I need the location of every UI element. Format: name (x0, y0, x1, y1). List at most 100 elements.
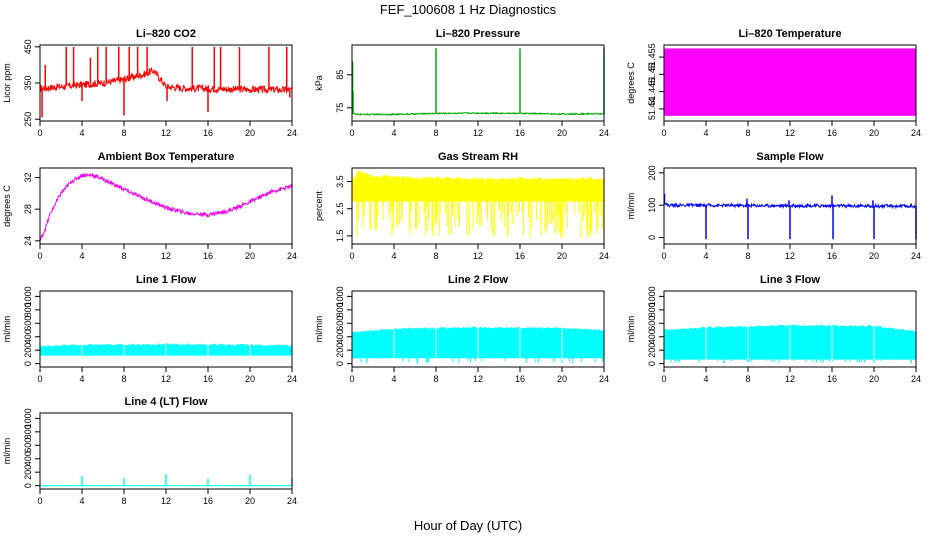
x-tick-label: 24 (599, 374, 609, 384)
x-tick-label: 4 (79, 496, 84, 506)
data-layer (664, 323, 916, 364)
y-tick-label: 0 (647, 361, 657, 366)
x-tick-label: 16 (203, 496, 213, 506)
y-tick-label: 51.455 (647, 43, 657, 71)
y-tick-label: 51.445 (647, 78, 657, 106)
chart-panel: Gas Stream RH percent 0 4 8 12 16 20 24 1.5 2.5 3.5 (314, 151, 609, 261)
x-tick-label: 0 (661, 374, 666, 384)
y-tick-label: 0 (23, 483, 33, 488)
y-tick-label: 800 (647, 302, 657, 317)
x-tick-label: 24 (911, 128, 921, 138)
x-tick-label: 12 (473, 128, 483, 138)
data-layer (39, 474, 293, 487)
chart-panel: Sample Flow ml/min 0 4 8 12 16 20 24 0 100 200 (626, 151, 921, 261)
fill-band (664, 48, 916, 116)
y-tick-label: 400 (335, 329, 345, 344)
x-tick-label: 4 (391, 128, 396, 138)
y-tick-label: 1000 (23, 286, 33, 306)
chart-panel: Line 4 (LT) Flow ml/min 0 4 8 12 16 20 24 0 200400… (2, 396, 297, 506)
y-tick-label: 0 (647, 235, 657, 240)
x-tick-label: 16 (515, 374, 525, 384)
x-tick-label: 12 (473, 374, 483, 384)
x-tick-label: 0 (37, 496, 42, 506)
y-tick-label: 350 (23, 75, 33, 90)
x-tick-label: 4 (703, 251, 708, 261)
chart-panel: Line 3 Flow ml/min 0 4 8 12 16 20 24 0 20040060080… (626, 274, 921, 384)
x-tick-label: 24 (911, 251, 921, 261)
x-tick-label: 16 (515, 251, 525, 261)
x-tick-label: 24 (287, 128, 297, 138)
x-tick-label: 4 (79, 128, 84, 138)
series-line (39, 67, 293, 95)
y-tick-label: 250 (23, 112, 33, 127)
panel-title: Li–820 Pressure (436, 28, 520, 40)
panel-title: Sample Flow (756, 151, 824, 163)
x-tick-label: 12 (785, 128, 795, 138)
y-tick-label: 1000 (335, 286, 345, 306)
x-tick-label: 24 (287, 496, 297, 506)
x-tick-label: 24 (287, 374, 297, 384)
y-axis-label: percent (314, 190, 324, 221)
y-tick-label: 450 (23, 39, 33, 54)
y-tick-label: 800 (23, 302, 33, 317)
y-axis-label: ml/min (626, 193, 636, 220)
y-tick-label: 0 (335, 361, 345, 366)
chart-panel: Li–820 Temperature degrees C 0 4 8 12 16 20 24 51… (626, 28, 921, 138)
x-tick-label: 16 (827, 128, 837, 138)
x-tick-label: 4 (391, 251, 396, 261)
y-tick-label: 200 (335, 343, 345, 358)
data-layer (39, 172, 293, 241)
y-axis-label: degrees C (626, 62, 636, 104)
x-tick-label: 20 (869, 251, 879, 261)
y-axis-label: ml/min (314, 316, 324, 343)
x-tick-label: 16 (827, 251, 837, 261)
x-tick-label: 20 (557, 251, 567, 261)
x-tick-label: 0 (37, 374, 42, 384)
x-tick-label: 0 (349, 128, 354, 138)
y-axis-label: kPa (314, 75, 324, 91)
x-tick-label: 4 (703, 128, 708, 138)
y-tick-label: 200 (23, 343, 33, 358)
y-tick-label: 1000 (647, 286, 657, 306)
y-tick-label: 51.44 (647, 98, 657, 121)
y-tick-label: 200 (647, 165, 657, 180)
data-layer (39, 46, 293, 118)
x-tick-label: 16 (515, 128, 525, 138)
x-axis-label: Hour of Day (UTC) (413, 518, 523, 533)
x-tick-label: 16 (203, 128, 213, 138)
data-layer (352, 325, 604, 364)
y-tick-label: 600 (23, 438, 33, 453)
y-tick-label: 400 (23, 451, 33, 466)
panel-title: Li–820 Temperature (738, 28, 841, 40)
x-tick-label: 0 (661, 251, 666, 261)
x-tick-label: 20 (869, 374, 879, 384)
series-line (351, 111, 605, 117)
data-layer (664, 48, 916, 116)
x-tick-label: 16 (203, 251, 213, 261)
x-tick-label: 12 (473, 251, 483, 261)
x-tick-label: 8 (121, 496, 126, 506)
x-tick-label: 8 (121, 128, 126, 138)
y-tick-label: 100 (647, 198, 657, 213)
y-tick-label: 28 (23, 204, 33, 214)
data-layer (663, 193, 917, 240)
x-tick-label: 8 (121, 251, 126, 261)
panel-title: Gas Stream RH (438, 151, 518, 163)
y-tick-label: 32 (23, 172, 33, 182)
x-tick-label: 8 (433, 128, 438, 138)
chart-panel: Ambient Box Temperature degrees C 0 4 8 12 16 2… (2, 151, 297, 261)
x-tick-label: 4 (703, 374, 708, 384)
y-tick-label: 1000 (23, 408, 33, 428)
x-tick-label: 8 (745, 251, 750, 261)
y-axis-label: degrees C (2, 185, 12, 227)
y-tick-label: 400 (23, 329, 33, 344)
panel-title: Line 1 Flow (136, 274, 196, 286)
y-tick-label: 800 (23, 424, 33, 439)
x-tick-label: 20 (245, 128, 255, 138)
panel-title: Line 3 Flow (760, 274, 820, 286)
x-tick-label: 20 (557, 374, 567, 384)
x-tick-label: 8 (433, 374, 438, 384)
y-tick-label: 800 (335, 302, 345, 317)
panel-title: Line 2 Flow (448, 274, 508, 286)
